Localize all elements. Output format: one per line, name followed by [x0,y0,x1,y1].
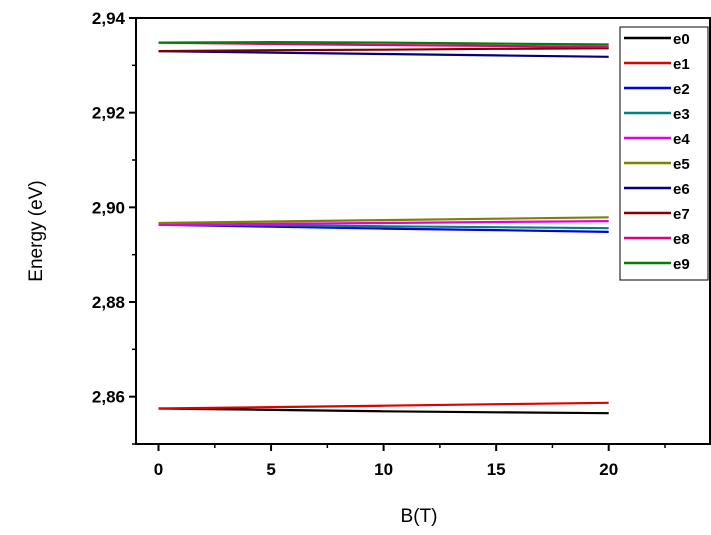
series-line-e4 [158,220,609,226]
series-line-e6 [158,50,609,58]
series-line-e7 [158,47,609,53]
x-tick-label: 10 [374,460,393,479]
series-line-e9 [158,40,609,46]
x-tick-label: 15 [487,460,506,479]
legend-label-e7: e7 [673,206,690,223]
legend: e0 e1 e2 e3 e4 e5 e6 e7 e8 e9 [619,26,709,281]
series-line-e0 [158,407,609,415]
x-axis-title: B(T) [401,506,438,527]
plot-frame [135,17,711,445]
y-axis: 2,86 2,88 2,90 2,92 2,94 [92,9,136,445]
x-tick-label: 20 [599,460,618,479]
legend-box [619,26,709,281]
x-axis: 0 5 10 15 20 [154,444,666,479]
series-line-e1 [158,401,609,410]
legend-label-e1: e1 [673,56,690,73]
series-line-e5 [158,216,609,225]
legend-label-e6: e6 [673,181,690,198]
legend-label-e3: e3 [673,106,690,123]
legend-label-e2: e2 [673,81,690,98]
y-tick-label: 2,90 [92,198,125,217]
series-line-e8 [158,41,609,48]
legend-label-e0: e0 [673,31,690,48]
legend-label-e9: e9 [673,256,690,273]
y-tick-label: 2,86 [92,388,125,407]
legend-label-e5: e5 [673,156,690,173]
y-tick-label: 2,92 [92,104,125,123]
plot-lines [158,40,609,415]
x-tick-label: 0 [154,460,163,479]
legend-label-e8: e8 [673,231,690,248]
x-tick-label: 5 [266,460,275,479]
y-tick-label: 2,88 [92,293,125,312]
legend-label-e4: e4 [673,131,690,148]
y-tick-label: 2,94 [92,9,126,28]
y-axis-title: Energy (eV) [26,180,47,281]
